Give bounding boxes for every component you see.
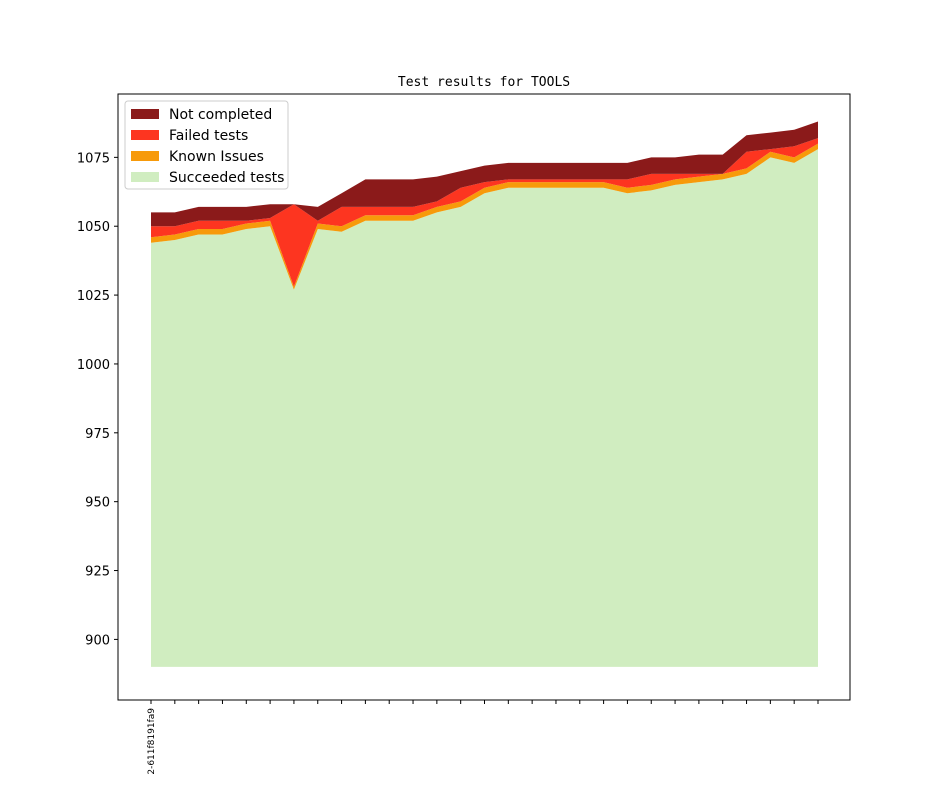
legend-label: Not completed [169,107,272,123]
area-not-completed [151,121,818,227]
legend: Not completed Failed tests Known Issues Suc… [124,100,289,190]
x-tick-label: 2-611f8191fa9 [147,708,157,775]
x-axis: 2-611f8191fa9 [147,700,819,775]
y-tick-label: 900 [85,633,110,648]
y-tick-label: 950 [85,496,110,511]
legend-label: Succeeded tests [169,170,284,186]
legend-swatch [131,172,159,182]
legend-box [124,100,289,190]
y-tick-label: 925 [85,565,110,580]
legend-swatch [131,151,159,161]
y-tick-label: 1075 [77,151,110,166]
legend-swatch [131,109,159,119]
legend-swatch [131,130,159,140]
y-tick-label: 1000 [77,358,110,373]
chart-title: Test results for TOOLS [398,75,570,90]
area-succeeded-tests [151,149,818,667]
y-axis: 900 925 950 975 1000 1025 1050 1075 [77,151,118,648]
y-tick-label: 1050 [77,220,110,235]
y-tick-label: 1025 [77,289,110,304]
legend-label: Failed tests [169,128,248,144]
legend-label: Known Issues [169,149,264,165]
area-failed-tests [151,138,818,287]
stacked-areas [151,121,818,667]
y-tick-label: 975 [85,427,110,442]
